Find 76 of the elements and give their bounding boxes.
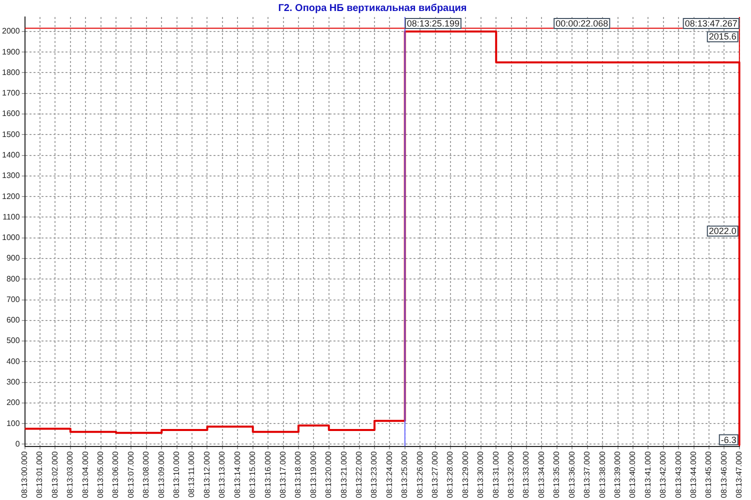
annotation: -6.3 [720,434,736,445]
x-tick-label: 08:13:44.000 [688,450,698,498]
x-tick-label: 08:13:12.000 [202,450,212,498]
x-tick-label: 08:13:30.000 [476,450,486,498]
x-tick-label: 08:13:41.000 [643,450,652,498]
y-tick-label: 800 [6,274,20,284]
y-tick-label: 1600 [2,109,20,118]
y-tick-label: 300 [6,378,20,387]
x-tick-label: 08:13:34.000 [536,450,546,498]
x-tick-label: 08:13:03.000 [66,450,75,498]
x-tick-label: 08:13:00.000 [20,450,29,498]
x-tick-label: 08:13:31.000 [491,450,500,498]
x-tick-label: 08:13:21.000 [339,450,348,498]
x-tick-label: 08:13:45.000 [704,450,714,498]
x-tick-label: 08:13:18.000 [294,450,303,498]
x-tick-label: 08:13:24.000 [384,450,394,498]
x-tick-label: 08:13:29.000 [460,450,470,498]
x-tick-label: 08:13:14.000 [232,450,242,498]
x-tick-label: 08:13:37.000 [582,450,592,498]
x-tick-label: 08:13:26.000 [415,450,424,498]
y-tick-label: 1800 [2,68,20,77]
x-tick-label: 08:13:38.000 [598,450,607,498]
x-tick-label: 08:13:39.000 [612,450,622,498]
ref-line-label: 08:13:47.267 [684,18,738,28]
x-tick-label: 08:13:43.000 [674,450,683,498]
ref-line-label: 08:13:25.199 [406,18,460,28]
y-tick-label: 1300 [2,171,20,180]
x-tick-label: 08:13:19.000 [308,450,318,498]
x-tick-label: 08:13:17.000 [278,450,288,498]
x-tick-label: 08:13:16.000 [263,450,272,498]
x-tick-label: 08:13:23.000 [370,450,379,498]
y-tick-label: 200 [6,398,20,408]
x-tick-label: 08:13:25.000 [400,450,410,498]
chart-title: Г2. Опора НБ вертикальная вибрация [278,2,467,14]
x-tick-label: 08:13:04.000 [80,450,90,498]
x-tick-label: 08:13:11.000 [187,450,196,498]
x-tick-label: 08:13:47.000 [734,450,744,498]
x-tick-label: 08:13:08.000 [142,450,151,498]
y-tick-label: 1000 [2,233,20,242]
annotation: 00:00:22.068 [556,18,608,28]
ref-line-label: 2015.6 [708,32,736,42]
x-tick-label: 08:13:36.000 [567,450,576,498]
y-tick-label: 1100 [2,212,20,222]
x-tick-label: 08:13:22.000 [354,450,364,498]
y-tick-label: 500 [6,336,20,346]
y-tick-label: 700 [6,294,20,304]
x-tick-label: 08:13:09.000 [156,450,166,498]
x-tick-label: 08:13:46.000 [719,450,728,498]
x-tick-label: 08:13:07.000 [126,450,136,498]
x-tick-label: 08:13:40.000 [628,450,638,498]
x-tick-label: 08:13:28.000 [446,450,455,498]
x-tick-label: 08:13:10.000 [172,450,182,498]
x-tick-label: 08:13:20.000 [324,450,334,498]
y-tick-label: 1200 [2,192,20,201]
x-tick-label: 08:13:06.000 [111,450,120,498]
x-tick-label: 08:13:01.000 [35,450,44,498]
x-tick-label: 08:13:33.000 [522,450,531,498]
annotation: 2022.0 [708,226,736,236]
x-tick-label: 08:13:42.000 [658,450,668,498]
x-tick-label: 08:13:02.000 [50,450,60,498]
y-tick-label: 600 [6,316,20,325]
y-tick-label: 2000 [2,26,20,36]
y-tick-label: 1400 [2,150,20,160]
x-tick-label: 08:13:05.000 [96,450,106,498]
x-tick-label: 08:13:15.000 [248,450,258,498]
y-tick-label: 1900 [2,47,20,56]
y-tick-label: 100 [6,418,20,428]
y-tick-label: 400 [6,356,20,366]
x-tick-label: 08:13:27.000 [430,450,440,498]
y-tick-label: 1500 [2,130,20,139]
y-tick-label: 0 [15,439,20,448]
y-tick-label: 900 [6,254,20,263]
x-tick-label: 08:13:32.000 [506,450,516,498]
x-tick-label: 08:13:35.000 [552,450,562,498]
y-tick-label: 1700 [2,88,20,98]
x-tick-label: 08:13:13.000 [218,450,227,498]
